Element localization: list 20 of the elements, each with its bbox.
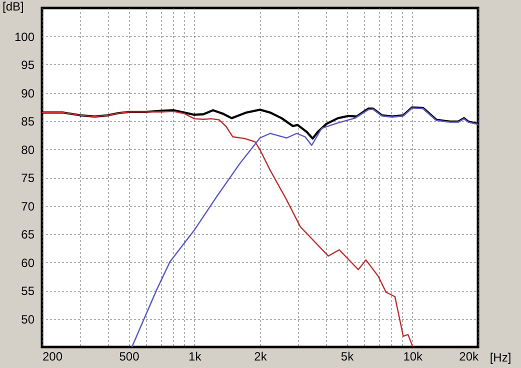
x-tick-label: 2k bbox=[254, 350, 268, 364]
y-tick-label: 55 bbox=[21, 284, 35, 298]
x-tick-label: 5k bbox=[340, 350, 355, 364]
x-axis-title: [Hz] bbox=[490, 350, 512, 364]
x-tick-label: 500 bbox=[119, 350, 140, 364]
y-tick-label: 50 bbox=[21, 312, 35, 326]
x-tick-label: 1k bbox=[188, 350, 202, 364]
y-tick-label: 60 bbox=[21, 256, 35, 270]
y-tick-label: 65 bbox=[21, 228, 35, 242]
y-tick-label: 85 bbox=[21, 114, 35, 128]
y-tick-label: 100 bbox=[14, 30, 35, 44]
x-tick-label: 200 bbox=[42, 350, 63, 364]
y-tick-label: 95 bbox=[21, 58, 35, 72]
y-tick-label: 70 bbox=[21, 199, 35, 214]
y-tick-label: 75 bbox=[21, 171, 35, 185]
x-tick-label: 20k bbox=[459, 350, 480, 364]
y-axis-title: [dB] bbox=[2, 0, 24, 14]
y-tick-label: 80 bbox=[21, 142, 35, 157]
x-tick-label: 10k bbox=[403, 350, 424, 364]
y-tick-label: 90 bbox=[21, 86, 35, 100]
